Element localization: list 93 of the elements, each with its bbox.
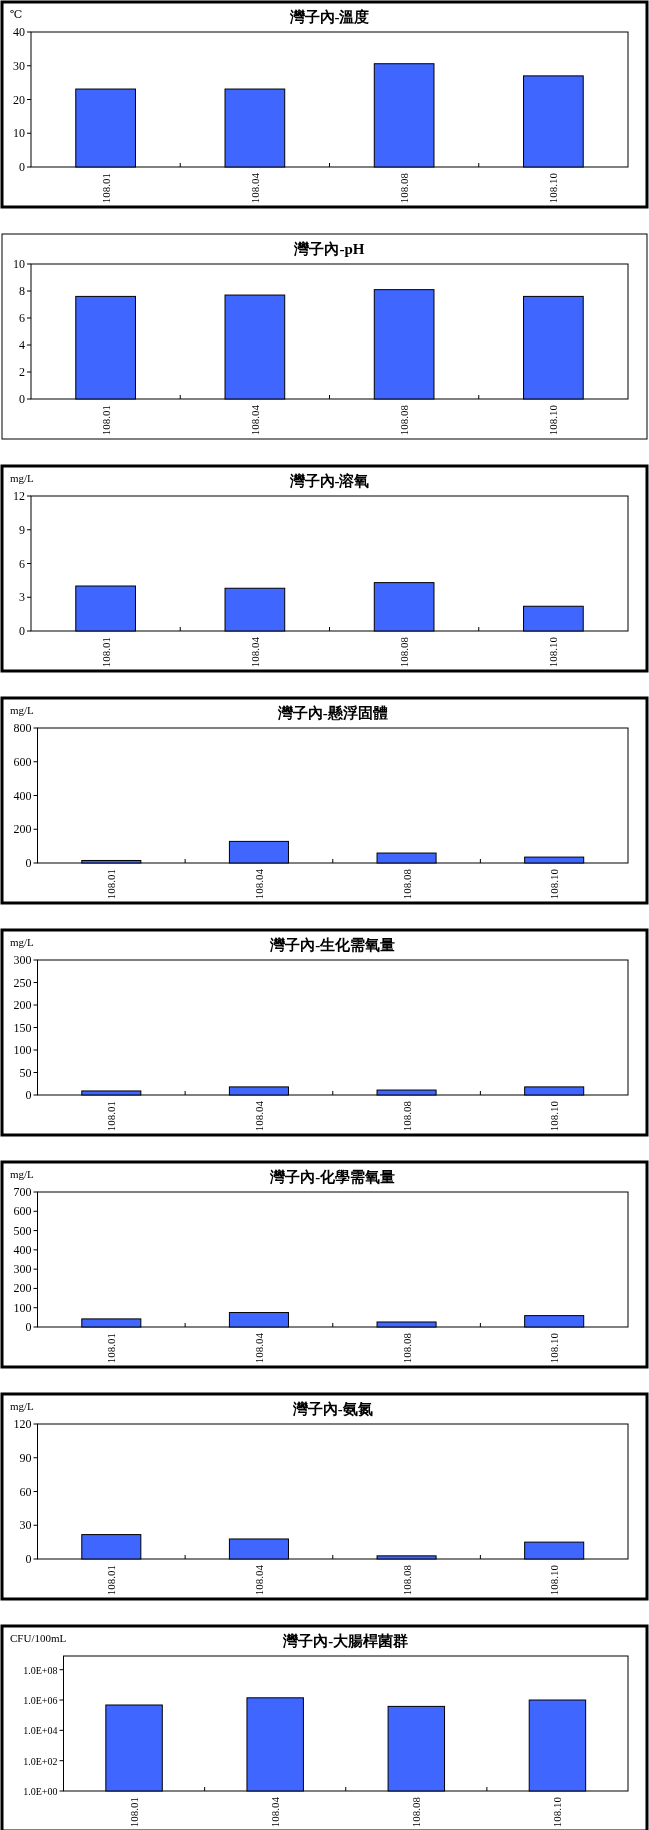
y-tick-label: 500 [13,1223,32,1238]
y-tick-label: 30 [13,58,25,73]
x-tick-label: 108.10 [547,172,560,204]
y-tick-label: 0 [25,1320,32,1334]
x-tick-label: 108.08 [400,1564,413,1596]
chart-title: 灣子內-氨氮 [291,1401,373,1417]
y-tick-label: 1.0E+02 [23,1755,58,1767]
x-tick-label: 108.01 [105,1333,118,1364]
chart-title: 灣子內-化學需氧量 [269,1169,396,1185]
y-tick-label: 0 [19,624,25,638]
x-tick-label: 108.01 [99,637,112,668]
y-tick-label: 200 [13,998,32,1012]
y-tick-label: 6 [19,556,25,571]
y-tick-label: 0 [19,160,25,174]
y-tick-label: 8 [19,284,25,298]
y-tick-label: 10 [13,126,25,141]
y-tick-label: 1.0E+00 [23,1786,58,1797]
x-tick-label: 108.10 [547,636,560,668]
y-tick-label: 800 [13,721,32,735]
y-tick-label: 10 [13,257,25,271]
y-tick-label: 60 [19,1484,32,1499]
y-tick-label: 0 [25,1552,32,1566]
y-tick-label: 600 [13,1204,32,1219]
chart-title: 灣子內-溶氧 [288,472,370,489]
y-tick-label: 200 [13,1281,32,1296]
y-tick-label: 120 [13,1417,32,1431]
x-tick-label: 108.08 [398,172,411,204]
y-tick-label: 0 [19,392,25,406]
y-tick-label: 1.0E+08 [23,1664,58,1676]
x-tick-label: 108.01 [128,1797,141,1828]
y-tick-label: 20 [13,92,25,107]
y-tick-label: 100 [13,1300,32,1315]
y-tick-label: 250 [13,975,32,990]
y-tick-label: 4 [19,338,25,352]
x-tick-label: 108.04 [248,404,261,436]
x-tick-label: 108.01 [105,869,118,900]
y-tick-label: 1.0E+04 [23,1725,58,1737]
x-tick-label: 108.10 [548,1100,561,1132]
y-axis-title: ℃ [10,8,23,20]
y-tick-label: 0 [25,856,32,870]
y-tick-label: 12 [13,489,25,503]
y-axis-title: mg/L [10,472,35,484]
y-tick-label: 300 [13,1262,32,1277]
y-tick-label: 2 [19,365,25,379]
chart-title: 灣子內-懸浮固體 [276,705,388,721]
y-axis-title: mg/L [10,1400,35,1412]
x-tick-label: 108.04 [252,1332,265,1364]
chart-title: 灣子內-生化需氧量 [269,937,396,953]
y-tick-label: 200 [13,822,32,837]
y-tick-label: 600 [13,754,32,769]
y-tick-label: 150 [13,1020,32,1035]
x-tick-label: 108.10 [548,868,561,900]
y-tick-label: 6 [19,311,25,325]
x-tick-label: 108.10 [548,1332,561,1364]
y-tick-label: 50 [19,1065,32,1080]
x-tick-label: 108.01 [105,1101,118,1132]
chart-title: 灣子內-溫度 [288,8,370,25]
chart-title: 灣子內-pH [293,241,365,257]
y-tick-label: 100 [13,1043,32,1057]
y-tick-label: 400 [13,1242,32,1257]
x-tick-label: 108.04 [248,172,261,204]
y-tick-label: 30 [19,1518,32,1533]
x-tick-label: 108.08 [398,636,411,668]
x-tick-label: 108.04 [252,868,265,900]
x-tick-label: 108.08 [410,1796,423,1828]
y-tick-label: 300 [13,953,32,967]
x-tick-label: 108.08 [400,868,413,900]
x-tick-label: 108.08 [398,404,411,436]
x-tick-label: 108.04 [252,1100,265,1132]
y-axis-title: mg/L [10,936,35,948]
y-tick-label: 40 [13,25,25,39]
x-tick-label: 108.04 [269,1796,282,1828]
y-tick-label: 90 [19,1450,32,1465]
y-tick-label: 3 [19,590,25,605]
x-tick-label: 108.08 [400,1100,413,1132]
x-tick-label: 108.10 [551,1796,564,1828]
y-tick-label: 400 [13,788,32,803]
y-axis-title: mg/L [10,704,35,716]
x-tick-label: 108.01 [99,405,112,436]
chart-title: 灣子內-大腸桿菌群 [282,1633,409,1649]
y-tick-label: 9 [19,522,25,537]
x-tick-label: 108.04 [248,636,261,668]
x-tick-label: 108.08 [400,1332,413,1364]
x-tick-label: 108.01 [99,173,112,204]
y-tick-label: 1.0E+06 [23,1695,58,1707]
y-axis-title: CFU/100mL [10,1632,67,1644]
x-tick-label: 108.10 [547,404,560,436]
x-tick-label: 108.10 [548,1564,561,1596]
x-tick-label: 108.04 [252,1564,265,1596]
y-axis-title: mg/L [10,1168,35,1180]
y-tick-label: 0 [25,1088,32,1102]
y-tick-label: 700 [13,1185,32,1199]
x-tick-label: 108.01 [105,1565,118,1596]
